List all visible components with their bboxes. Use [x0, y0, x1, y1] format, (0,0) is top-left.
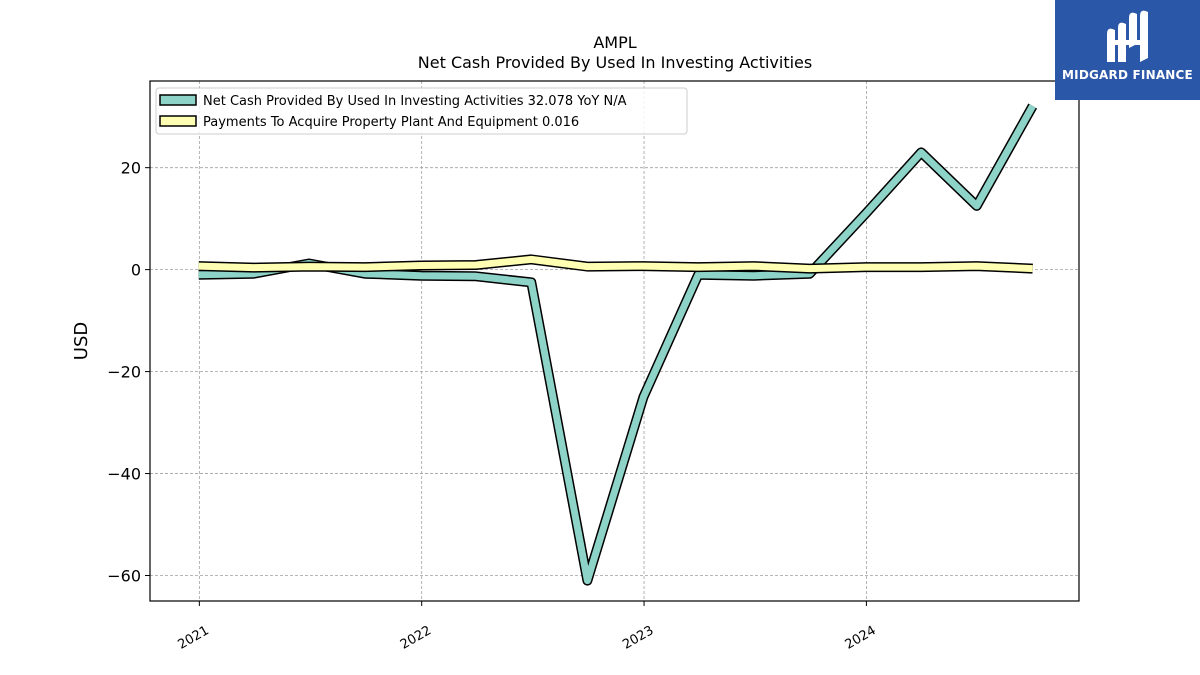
- midgard-finance-logo: MIDGARD FINANCE: [1055, 0, 1200, 100]
- legend-swatch: [159, 115, 197, 127]
- y-tick-label: 20: [121, 159, 141, 178]
- x-tick-label: 2021: [176, 623, 212, 653]
- x-tick-label: 2023: [620, 623, 656, 653]
- grid: [150, 81, 1079, 601]
- series-line-outline: [198, 103, 1038, 586]
- y-axis-label: USD: [71, 322, 92, 360]
- chart-subtitle: Net Cash Provided By Used In Investing A…: [418, 53, 812, 72]
- midgard-logo-icon: [1107, 10, 1148, 63]
- legend: Net Cash Provided By Used In Investing A…: [155, 87, 688, 135]
- y-tick-label: −20: [107, 363, 141, 382]
- legend-label: Payments To Acquire Property Plant And E…: [203, 115, 579, 130]
- y-tick-label: −40: [107, 465, 141, 484]
- plot-area-frame: [149, 80, 1080, 602]
- logo-text: MIDGARD FINANCE: [1062, 68, 1193, 82]
- x-tick-label: 2024: [843, 623, 879, 653]
- legend-label: Net Cash Provided By Used In Investing A…: [203, 94, 627, 109]
- x-tick-label: 2022: [398, 623, 434, 653]
- y-tick-label: 0: [131, 261, 141, 280]
- y-tick-label: −60: [107, 567, 141, 586]
- legend-swatch: [159, 94, 197, 106]
- chart-title: AMPL: [593, 33, 636, 52]
- legend-box: [155, 87, 688, 135]
- series-line: [198, 255, 1033, 273]
- series-layer: [198, 103, 1038, 586]
- series-line: [198, 104, 1036, 585]
- axis-ticks: −60 −40 −20 0 20 2021 2022 2023 2024: [107, 159, 878, 653]
